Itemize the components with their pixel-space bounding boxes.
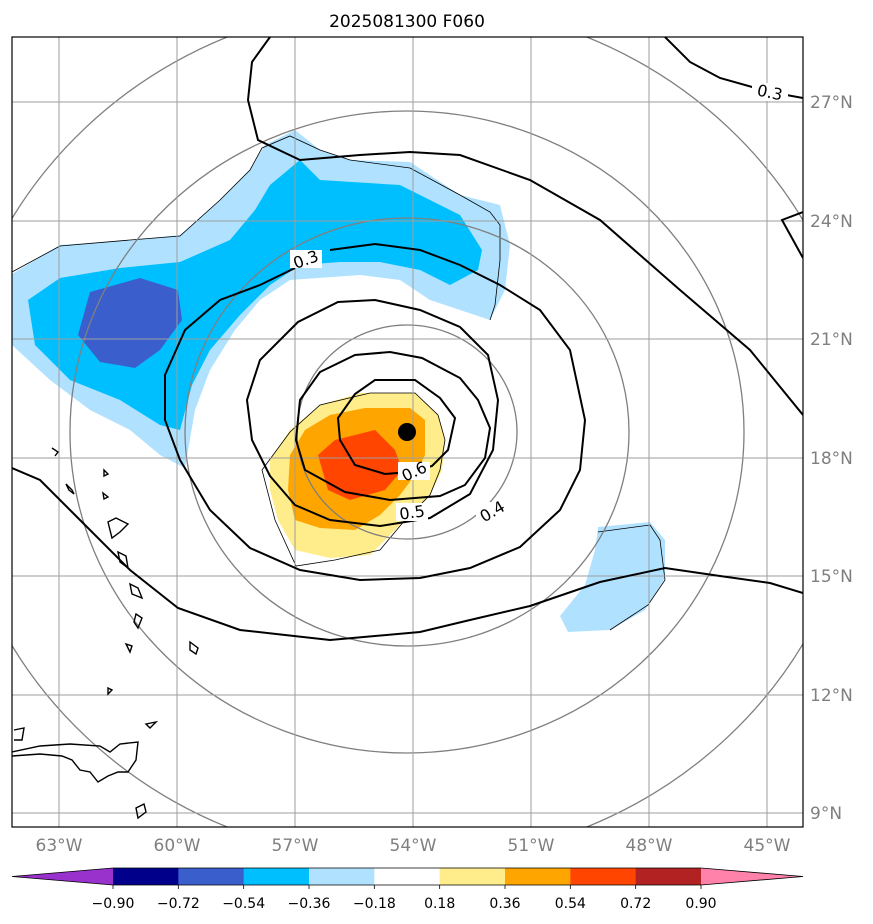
map-area: 0.3 0.3 0.6 0.5 0.4 <box>12 37 803 827</box>
lat-label: 12°N <box>810 686 853 706</box>
black-contours <box>12 37 803 642</box>
lat-label: 18°N <box>810 449 853 469</box>
colorbar-tick-label: −0.54 <box>222 896 265 912</box>
colorbar-tick-label: −0.36 <box>288 896 331 912</box>
colorbar-ticks: −0.90 −0.72 −0.54 −0.36 −0.18 0.18 0.36 0.54 0.7… <box>92 885 717 912</box>
map-title: 2025081300 F060 <box>329 12 485 32</box>
colorbar-segment <box>374 868 441 885</box>
contour-label: 0.4 <box>476 497 508 526</box>
colorbar-segment <box>570 868 637 885</box>
lon-label: 48°W <box>626 836 673 856</box>
lon-label: 57°W <box>272 836 319 856</box>
contour-label: 0.3 <box>755 81 784 105</box>
colorbar-tick-label: −0.18 <box>353 896 396 912</box>
colorbar-extend-low <box>12 868 113 885</box>
lon-labels: 63°W 60°W 57°W 54°W 51°W 48°W 45°W <box>36 836 791 856</box>
lat-label: 24°N <box>810 212 853 232</box>
colorbar-segment <box>243 868 310 885</box>
negative-anomaly-dark <box>78 278 182 368</box>
colorbar-extend-high <box>701 868 803 885</box>
colorbar-segment <box>505 868 571 885</box>
colorbar-tick-label: 0.36 <box>489 896 520 912</box>
contour-label: 0.5 <box>398 501 426 523</box>
positive-anomaly-dark <box>318 430 402 500</box>
lon-label: 60°W <box>154 836 201 856</box>
colorbar-segment <box>635 868 702 885</box>
coastlines <box>12 447 199 820</box>
colorbar-segment <box>439 868 506 885</box>
lon-label: 63°W <box>36 836 83 856</box>
lat-labels: 27°N 24°N 21°N 18°N 15°N 12°N 9°N <box>810 93 853 824</box>
storm-center-marker <box>398 423 416 441</box>
colorbar-tick-label: 0.54 <box>555 896 586 912</box>
zero-contours <box>12 135 666 631</box>
map-frame <box>11 36 804 828</box>
negative-anomaly-east <box>560 522 665 632</box>
lat-label: 21°N <box>810 330 853 350</box>
lon-label: 45°W <box>744 836 791 856</box>
colorbar-tick-label: 0.90 <box>685 896 716 912</box>
colorbar <box>11 867 804 886</box>
lon-label: 51°W <box>508 836 555 856</box>
colorbar-segment <box>309 868 375 885</box>
colorbar-tick-label: 0.18 <box>424 896 455 912</box>
colorbar-tick-label: −0.90 <box>92 896 135 912</box>
lon-label: 54°W <box>390 836 437 856</box>
lat-label: 9°N <box>810 804 842 824</box>
lat-label: 27°N <box>810 93 853 113</box>
colorbar-segment <box>113 868 179 885</box>
colorbar-tick-label: −0.72 <box>157 896 200 912</box>
colorbar-tick-label: 0.72 <box>620 896 651 912</box>
colorbar-segment <box>178 868 245 885</box>
lat-label: 15°N <box>810 567 853 587</box>
